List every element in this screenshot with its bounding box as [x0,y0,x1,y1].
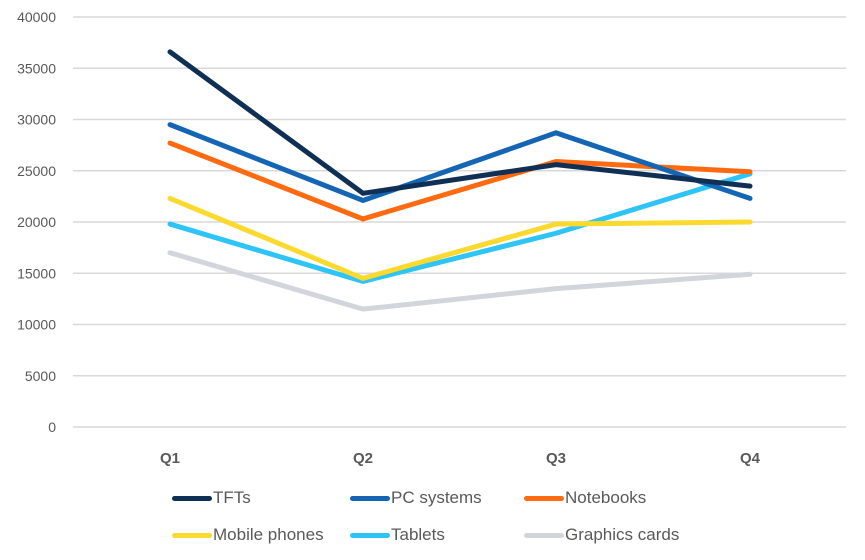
legend-swatch [524,495,564,501]
x-axis-ticks: Q1 Q2 Q3 Q4 [160,450,761,467]
x-tick-label: Q1 [160,450,180,467]
legend-item[interactable]: Mobile phones [172,523,324,547]
legend-label: Notebooks [565,488,647,507]
y-tick-label: 25000 [17,163,56,179]
legend-label: Mobile phones [213,525,324,544]
series-lines [167,49,753,312]
legend-swatch [172,495,212,501]
legend-label: Graphics cards [565,525,680,544]
legend-label: TFTs [213,488,251,507]
y-tick-label: 30000 [17,112,56,128]
gridlines [73,16,846,428]
legend-item[interactable]: PC systems [350,486,482,510]
x-tick-label: Q2 [353,450,373,467]
series-line-graphics-cards [167,250,753,312]
y-tick-label: 40000 [17,9,56,25]
series-line-tfts [167,49,753,196]
x-tick-label: Q3 [546,450,566,467]
legend-swatch [350,532,390,538]
legend-item[interactable]: Graphics cards [524,523,679,547]
series-line-mobile-phones [167,195,753,282]
series-line-tablets [167,171,753,285]
y-tick-label: 35000 [17,60,56,76]
legend-item[interactable]: Tablets [350,523,445,547]
legend-swatch [172,532,212,538]
y-tick-label: 15000 [17,265,56,281]
y-tick-label: 10000 [17,317,56,333]
y-axis-ticks: 0 5000 10000 15000 20000 25000 30000 35000 40000 [17,9,56,435]
legend-item[interactable]: Notebooks [524,486,646,510]
y-tick-label: 0 [48,419,56,435]
legend-swatch [524,532,564,538]
legend-label: PC systems [391,488,482,507]
legend-swatch [350,495,390,501]
legend-item[interactable]: TFTs [172,486,251,510]
x-tick-label: Q4 [740,450,761,467]
series-line-pc-systems [167,122,753,204]
y-tick-label: 5000 [25,368,56,384]
y-tick-label: 20000 [17,214,56,230]
legend-label: Tablets [391,525,445,544]
